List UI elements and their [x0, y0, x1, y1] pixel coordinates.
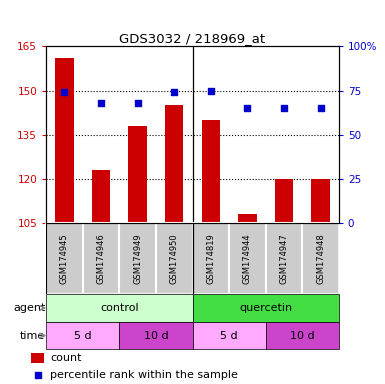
Text: 5 d: 5 d	[220, 331, 238, 341]
Point	[244, 105, 251, 111]
Bar	[302, 223, 339, 294]
Text: GSM174947: GSM174947	[280, 233, 288, 284]
Point	[208, 88, 214, 94]
Point	[61, 89, 68, 96]
Text: GSM174944: GSM174944	[243, 233, 252, 284]
Bar	[119, 322, 192, 349]
Text: GSM174950: GSM174950	[170, 233, 179, 284]
Text: agent: agent	[13, 303, 45, 313]
Bar	[165, 105, 183, 223]
Text: GSM174949: GSM174949	[133, 233, 142, 284]
Point	[318, 105, 324, 111]
Bar	[46, 223, 83, 294]
Point	[98, 100, 104, 106]
Point	[281, 105, 287, 111]
Bar	[83, 223, 119, 294]
Bar	[156, 223, 192, 294]
Bar	[266, 223, 302, 294]
Bar	[55, 58, 74, 223]
Bar	[192, 294, 339, 322]
Bar	[31, 353, 44, 363]
Text: GSM174948: GSM174948	[316, 233, 325, 284]
Text: 10 d: 10 d	[290, 331, 315, 341]
Point	[171, 89, 177, 96]
Text: GSM174819: GSM174819	[206, 233, 215, 284]
Bar	[229, 223, 266, 294]
Bar	[129, 126, 147, 223]
Bar	[238, 214, 256, 223]
Bar	[266, 322, 339, 349]
Text: 10 d: 10 d	[144, 331, 168, 341]
Text: percentile rank within the sample: percentile rank within the sample	[50, 370, 238, 380]
Bar	[92, 170, 110, 223]
Bar	[275, 179, 293, 223]
Bar	[46, 294, 192, 322]
Title: GDS3032 / 218969_at: GDS3032 / 218969_at	[119, 32, 266, 45]
Bar	[202, 120, 220, 223]
Bar	[311, 179, 330, 223]
Point	[135, 100, 141, 106]
Text: GSM174946: GSM174946	[97, 233, 105, 284]
Bar	[192, 322, 266, 349]
Bar	[119, 223, 156, 294]
Text: quercetin: quercetin	[239, 303, 292, 313]
Text: count: count	[50, 353, 82, 362]
Bar	[46, 322, 119, 349]
Text: 5 d: 5 d	[74, 331, 92, 341]
Bar	[192, 223, 229, 294]
Text: GSM174945: GSM174945	[60, 233, 69, 284]
Point	[35, 372, 41, 378]
Text: time: time	[20, 331, 45, 341]
Text: control: control	[100, 303, 139, 313]
